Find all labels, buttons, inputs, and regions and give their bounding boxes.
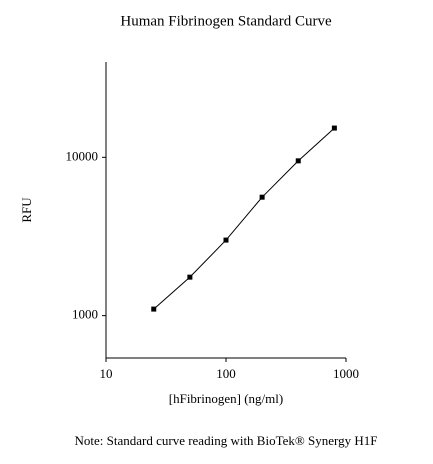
- x-tick-label: 1000: [333, 366, 359, 381]
- y-axis-label: RFU: [19, 197, 34, 223]
- point: [295, 158, 301, 164]
- point: [151, 306, 157, 312]
- point: [187, 274, 193, 280]
- x-tick-label: 100: [216, 366, 236, 381]
- chart-title: Human Fibrinogen Standard Curve: [120, 13, 332, 29]
- x-axis-label: [hFibrinogen] (ng/ml): [169, 391, 283, 406]
- point: [331, 125, 337, 131]
- x-tick-label: 10: [100, 366, 113, 381]
- y-tick-label: 1000: [72, 307, 98, 322]
- note: Note: Standard curve reading with BioTek…: [75, 433, 378, 448]
- point: [223, 237, 229, 243]
- point: [259, 194, 265, 200]
- series-line: [153, 127, 335, 310]
- y-tick-label: 10000: [66, 148, 99, 163]
